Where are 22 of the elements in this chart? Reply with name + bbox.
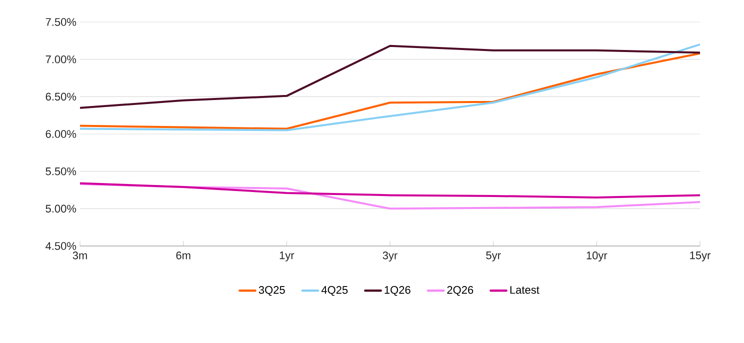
x-tick-label: 6m: [176, 252, 190, 260]
x-tick-label: 3yr: [382, 252, 398, 262]
x-tick-label: 15yr: [690, 252, 711, 262]
legend-label: 3Q25: [258, 286, 285, 296]
y-tick-label: 7.50%: [46, 18, 76, 26]
legend-label: 2Q26: [447, 286, 474, 296]
x-tick-label: 5yr: [486, 252, 501, 262]
y-tick-label: 6.00%: [46, 130, 76, 138]
y-tick-label: 7.00%: [46, 55, 76, 64]
x-tick-label: 10yr: [586, 252, 608, 262]
y-tick-label: 6.50%: [46, 92, 76, 101]
y-tick-label: 4.50%: [46, 242, 76, 250]
y-tick-label: 5.50%: [46, 167, 76, 176]
legend-label: 4Q25: [321, 286, 348, 296]
line-series: [80, 182, 700, 198]
line-series: [80, 183, 700, 210]
x-tick-label: 1yr: [280, 252, 294, 262]
line-series: [80, 44, 700, 109]
y-tick-label: 5.00%: [46, 204, 76, 213]
legend-label: Latest: [510, 286, 540, 294]
legend-label: 1Q26: [384, 286, 410, 296]
x-tick-label: 3m: [72, 252, 87, 260]
